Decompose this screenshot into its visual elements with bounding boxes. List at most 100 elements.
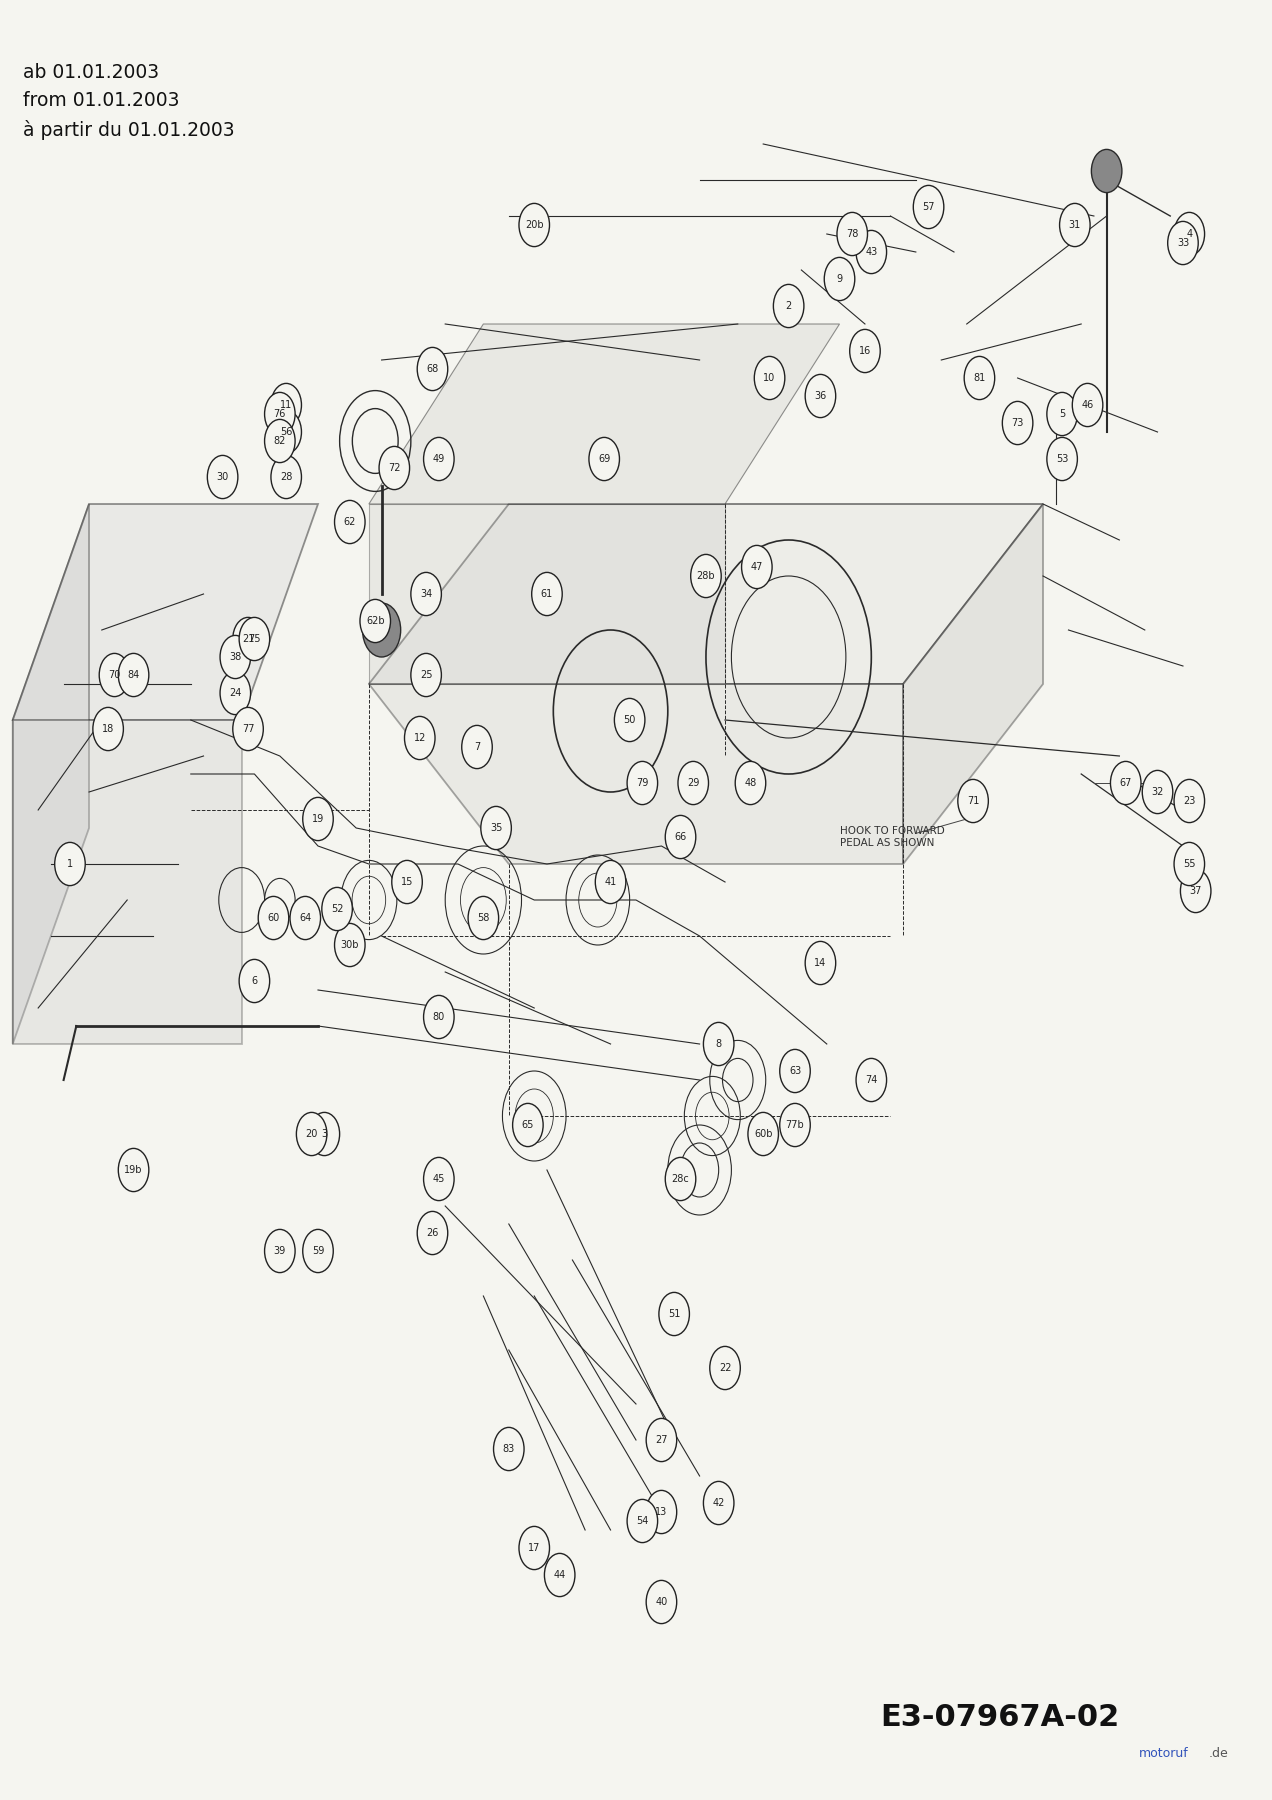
Circle shape — [678, 761, 709, 805]
Circle shape — [665, 1157, 696, 1201]
Text: 56: 56 — [280, 427, 293, 437]
Text: 60: 60 — [267, 913, 280, 923]
Text: 77: 77 — [242, 724, 254, 734]
Circle shape — [532, 572, 562, 616]
Circle shape — [417, 347, 448, 391]
Text: 36: 36 — [814, 391, 827, 401]
Circle shape — [207, 455, 238, 499]
Text: 6: 6 — [252, 976, 257, 986]
Circle shape — [290, 896, 321, 940]
Text: 12: 12 — [413, 733, 426, 743]
Text: 16: 16 — [859, 346, 871, 356]
Circle shape — [411, 653, 441, 697]
Text: 67: 67 — [1119, 778, 1132, 788]
Circle shape — [93, 707, 123, 751]
Text: 30b: 30b — [341, 940, 359, 950]
Polygon shape — [369, 504, 1043, 684]
Text: 3: 3 — [322, 1129, 327, 1139]
Text: 48: 48 — [744, 778, 757, 788]
Circle shape — [265, 392, 295, 436]
Circle shape — [850, 329, 880, 373]
Circle shape — [424, 995, 454, 1039]
Circle shape — [1180, 869, 1211, 913]
Text: 41: 41 — [604, 877, 617, 887]
Circle shape — [363, 603, 401, 657]
Circle shape — [360, 599, 391, 643]
Circle shape — [544, 1553, 575, 1597]
Text: 24: 24 — [229, 688, 242, 698]
Circle shape — [271, 455, 301, 499]
Text: 47: 47 — [750, 562, 763, 572]
Text: 18: 18 — [102, 724, 114, 734]
Text: 10: 10 — [763, 373, 776, 383]
Text: 32: 32 — [1151, 787, 1164, 797]
Text: 55: 55 — [1183, 859, 1196, 869]
Text: 20b: 20b — [525, 220, 543, 230]
Circle shape — [805, 374, 836, 418]
Circle shape — [665, 815, 696, 859]
Circle shape — [710, 1346, 740, 1390]
Circle shape — [646, 1490, 677, 1534]
Text: 15: 15 — [401, 877, 413, 887]
Polygon shape — [903, 504, 1043, 864]
Text: 78: 78 — [846, 229, 859, 239]
Text: 71: 71 — [967, 796, 979, 806]
Circle shape — [754, 356, 785, 400]
Text: 19b: 19b — [125, 1165, 142, 1175]
Circle shape — [303, 1229, 333, 1273]
Circle shape — [392, 860, 422, 904]
Text: 72: 72 — [388, 463, 401, 473]
Circle shape — [271, 410, 301, 454]
Circle shape — [271, 383, 301, 427]
Text: 39: 39 — [273, 1246, 286, 1256]
Text: 75: 75 — [248, 634, 261, 644]
Circle shape — [335, 923, 365, 967]
Text: 33: 33 — [1177, 238, 1189, 248]
Text: 28c: 28c — [672, 1174, 689, 1184]
Text: 82: 82 — [273, 436, 286, 446]
Circle shape — [239, 959, 270, 1003]
Circle shape — [265, 419, 295, 463]
Circle shape — [659, 1292, 689, 1336]
Circle shape — [780, 1103, 810, 1147]
Text: 58: 58 — [477, 913, 490, 923]
Text: 53: 53 — [1056, 454, 1068, 464]
Circle shape — [627, 761, 658, 805]
Polygon shape — [369, 684, 903, 864]
Text: 5: 5 — [1060, 409, 1065, 419]
Text: 79: 79 — [636, 778, 649, 788]
Circle shape — [233, 707, 263, 751]
Circle shape — [99, 653, 130, 697]
Text: 60b: 60b — [754, 1129, 772, 1139]
Text: 54: 54 — [636, 1516, 649, 1526]
Text: 81: 81 — [973, 373, 986, 383]
Text: 1: 1 — [67, 859, 73, 869]
Circle shape — [1174, 212, 1205, 256]
Text: 50: 50 — [623, 715, 636, 725]
Circle shape — [646, 1580, 677, 1624]
Circle shape — [964, 356, 995, 400]
Text: 13: 13 — [655, 1507, 668, 1517]
Text: 76: 76 — [273, 409, 286, 419]
Circle shape — [735, 761, 766, 805]
Polygon shape — [369, 504, 725, 684]
Circle shape — [265, 1229, 295, 1273]
Circle shape — [303, 797, 333, 841]
Circle shape — [958, 779, 988, 823]
Text: E3-07967A-02: E3-07967A-02 — [880, 1703, 1119, 1732]
Text: 62: 62 — [343, 517, 356, 527]
Text: 44: 44 — [553, 1570, 566, 1580]
Text: 11: 11 — [280, 400, 293, 410]
Text: 66: 66 — [674, 832, 687, 842]
Text: 42: 42 — [712, 1498, 725, 1508]
Text: 28: 28 — [280, 472, 293, 482]
Polygon shape — [369, 324, 840, 504]
Circle shape — [773, 284, 804, 328]
Text: 68: 68 — [426, 364, 439, 374]
Circle shape — [1002, 401, 1033, 445]
Circle shape — [55, 842, 85, 886]
Circle shape — [462, 725, 492, 769]
Text: 28b: 28b — [697, 571, 715, 581]
Circle shape — [1047, 392, 1077, 436]
Text: 9: 9 — [837, 274, 842, 284]
